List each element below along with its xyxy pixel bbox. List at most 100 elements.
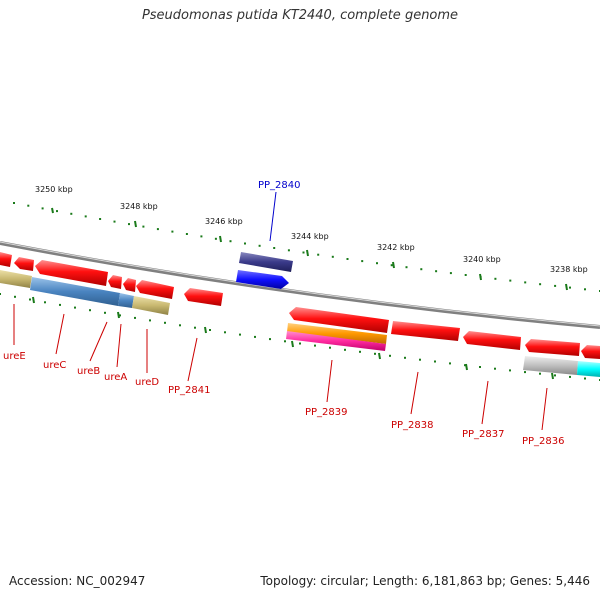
major-tick [465, 363, 468, 371]
feature-steelblue-bar-2[interactable] [118, 293, 134, 308]
minor-tick [239, 333, 241, 336]
minor-tick [41, 207, 44, 210]
cds-arrow[interactable] [184, 288, 223, 306]
minor-tick [584, 377, 586, 380]
major-tick [51, 207, 54, 214]
leader-line [89, 321, 108, 362]
ruler-label: 3238 kbp [550, 265, 588, 274]
gene-label[interactable]: PP_2837 [462, 429, 505, 440]
cds-arrow[interactable] [525, 339, 580, 356]
minor-tick [0, 293, 1, 295]
gene-label[interactable]: ureD [135, 377, 159, 388]
gene-label[interactable]: PP_2838 [391, 420, 434, 431]
cds-arrow[interactable] [136, 280, 174, 299]
minor-tick [27, 204, 30, 207]
minor-tick [584, 288, 586, 291]
minor-tick [405, 266, 408, 269]
lower-ruler-major-ticks [32, 296, 554, 380]
minor-tick [376, 262, 378, 265]
leader-line [55, 313, 65, 355]
cds-arrow[interactable] [108, 275, 122, 289]
minor-tick [524, 371, 526, 374]
minor-tick [56, 210, 58, 213]
minor-tick [44, 301, 46, 304]
cds-arrow[interactable] [391, 321, 460, 341]
minor-tick [494, 367, 496, 370]
minor-tick [554, 374, 556, 377]
minor-tick [434, 360, 436, 363]
accession-label: Accession: NC_002947 [9, 574, 146, 588]
feature-gray-bar[interactable] [523, 356, 578, 375]
minor-tick [449, 272, 452, 275]
gene-label[interactable]: ureC [43, 360, 66, 371]
minor-tick [134, 316, 136, 319]
minor-tick [149, 319, 151, 322]
feature-steelblue-bar[interactable] [30, 277, 120, 306]
minor-tick [539, 283, 542, 286]
minor-tick [390, 264, 393, 267]
minor-tick [302, 251, 305, 254]
minor-tick [156, 228, 159, 231]
minor-tick [569, 286, 571, 289]
genome-title: Pseudomonas putida KT2440, complete geno… [141, 8, 459, 23]
major-tick [306, 249, 309, 257]
gene-label[interactable]: ureA [104, 372, 127, 383]
minor-tick [554, 284, 557, 287]
cds-features [0, 252, 600, 359]
gene-label[interactable]: ureE [3, 351, 26, 362]
minor-tick [254, 335, 256, 338]
minor-tick [346, 258, 349, 260]
minor-tick [179, 324, 181, 327]
minor-tick [13, 202, 15, 204]
genome-summary: Topology: circular; Length: 6,181,863 bp… [260, 574, 590, 588]
minor-tick [404, 356, 406, 359]
minor-tick [258, 244, 261, 247]
minor-tick [449, 362, 451, 365]
minor-tick [89, 309, 91, 312]
feature-khaki-bar[interactable] [0, 270, 32, 288]
minor-tick [361, 260, 364, 263]
minor-tick [244, 242, 246, 245]
cds-arrow[interactable] [123, 278, 136, 292]
leader-line [410, 371, 419, 415]
gene-label-upper[interactable]: PP_2840 [258, 180, 301, 191]
minor-tick [299, 342, 301, 345]
ruler-label: 3242 kbp [377, 243, 415, 252]
major-tick [32, 296, 35, 304]
major-tick [134, 220, 137, 228]
feature-blue-arrow[interactable] [236, 270, 289, 289]
feature-navy-bar[interactable] [239, 252, 293, 272]
minor-tick [214, 237, 217, 240]
minor-tick [389, 354, 391, 357]
ruler-label: 3244 kbp [291, 232, 329, 241]
cds-arrow[interactable] [463, 331, 521, 350]
feature-orange-bar[interactable] [287, 323, 387, 344]
leader-line [481, 380, 489, 425]
cds-arrow[interactable] [14, 257, 34, 271]
minor-tick [317, 253, 320, 256]
minor-tick [104, 311, 106, 314]
ruler-label: 3240 kbp [463, 255, 501, 264]
ruler-label: 3246 kbp [205, 217, 243, 226]
cds-arrow[interactable] [35, 260, 108, 286]
cds-arrow[interactable] [289, 307, 389, 333]
major-tick [551, 372, 554, 380]
leader-line [269, 191, 277, 242]
minor-tick [224, 331, 226, 334]
gene-label[interactable]: PP_2836 [522, 436, 565, 447]
feature-khaki-bar-2[interactable] [132, 296, 170, 315]
gene-label[interactable]: PP_2839 [305, 407, 348, 418]
major-tick [291, 340, 294, 348]
minor-tick [539, 372, 541, 375]
gene-label[interactable]: ureB [77, 366, 100, 377]
minor-tick [113, 220, 116, 223]
minor-tick [59, 303, 61, 306]
minor-tick [509, 369, 511, 372]
feature-cyan-bar[interactable] [577, 361, 600, 377]
minor-tick [435, 270, 438, 273]
feature-magenta-bar[interactable] [286, 331, 386, 351]
gene-label[interactable]: PP_2841 [168, 385, 211, 396]
cds-arrow[interactable] [0, 252, 12, 267]
cds-arrow[interactable] [581, 345, 600, 359]
minor-tick [74, 306, 76, 309]
